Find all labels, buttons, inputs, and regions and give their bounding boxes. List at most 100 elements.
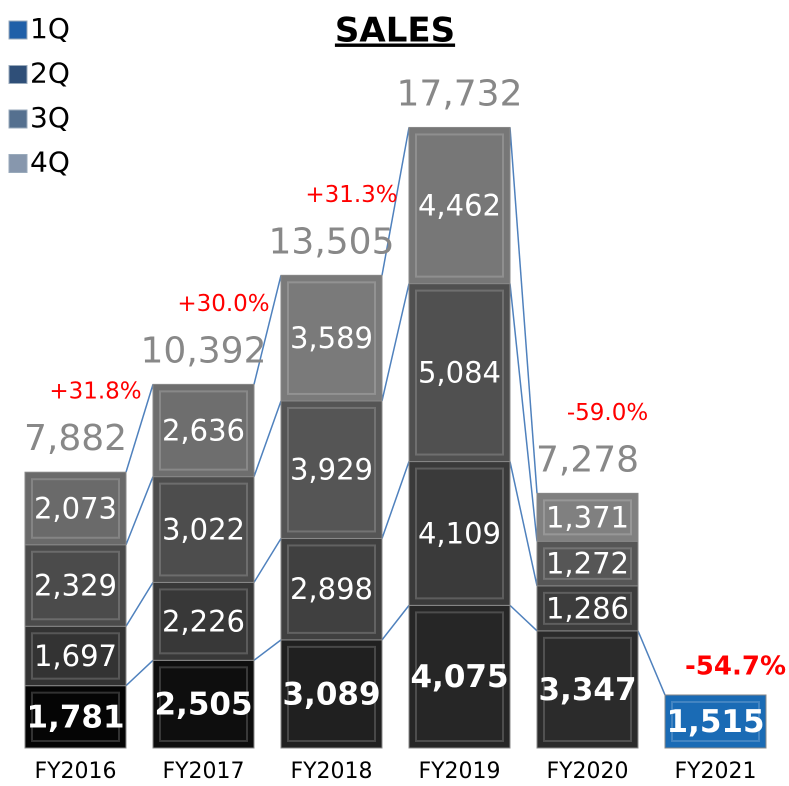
connector-line xyxy=(253,639,282,661)
segment-label: 3,089 xyxy=(282,676,380,712)
bar-bevel xyxy=(159,390,248,471)
legend-swatch xyxy=(8,20,28,40)
bar-segment xyxy=(408,126,511,285)
connector-line xyxy=(253,400,282,477)
total-label: 17,732 xyxy=(397,73,523,114)
segment-label: 3,929 xyxy=(290,453,373,487)
bar-segment xyxy=(280,639,383,749)
total-label: 10,392 xyxy=(141,330,267,371)
connector-line xyxy=(381,127,410,276)
bar-segment xyxy=(664,694,767,749)
bar-segment xyxy=(536,630,639,749)
segment-label: 2,226 xyxy=(162,604,245,638)
segment-label: 3,347 xyxy=(538,672,636,708)
growth-label: +31.3% xyxy=(305,182,397,208)
bar-bevel xyxy=(287,544,376,634)
bar-bevel xyxy=(543,547,632,580)
connector-line xyxy=(125,659,154,687)
connector-line xyxy=(509,461,538,587)
x-tick-label: FY2019 xyxy=(418,759,500,784)
connector-line xyxy=(381,283,410,402)
bar-bevel xyxy=(415,289,504,456)
connector-line xyxy=(381,461,410,539)
x-tick-label: FY2021 xyxy=(674,759,756,784)
connector-line xyxy=(125,582,154,627)
growth-label: -54.7% xyxy=(685,651,786,681)
bar-bevel xyxy=(287,281,376,395)
bar-segment xyxy=(280,537,383,641)
total-label: 7,278 xyxy=(536,439,639,480)
bar-bevel xyxy=(415,611,504,742)
bar-bevel xyxy=(543,499,632,536)
bar-bevel xyxy=(671,700,760,742)
segment-label: 2,329 xyxy=(34,569,117,603)
total-label: 13,505 xyxy=(269,221,395,262)
bar-segment xyxy=(24,544,127,627)
segment-label: 2,898 xyxy=(290,572,373,606)
bar-bevel xyxy=(31,691,120,742)
connector-line xyxy=(253,275,282,385)
bar-segment xyxy=(536,492,639,542)
total-label: 7,882 xyxy=(24,418,127,459)
legend-swatch xyxy=(8,65,28,84)
legend-label: 3Q xyxy=(30,101,70,134)
bar-segment xyxy=(152,659,255,749)
bar-segment xyxy=(24,685,127,749)
bar-bevel xyxy=(31,478,120,539)
segment-label: 2,636 xyxy=(162,414,245,448)
bar-bevel xyxy=(159,666,248,743)
segment-label: 2,073 xyxy=(34,491,117,525)
segment-label: 3,589 xyxy=(290,321,373,355)
connector-line xyxy=(637,630,666,696)
bar-bevel xyxy=(159,588,248,655)
x-tick-label: FY2020 xyxy=(546,759,628,784)
segment-label: 2,505 xyxy=(154,687,252,723)
bar-segment xyxy=(408,604,511,749)
segment-label: 1,697 xyxy=(34,639,117,673)
legend-swatch xyxy=(8,154,28,173)
x-tick-label: FY2018 xyxy=(290,759,372,784)
legend-label: 2Q xyxy=(30,57,70,90)
legend-label: 4Q xyxy=(30,146,70,179)
growth-label: +31.8% xyxy=(49,379,141,405)
bar-bevel xyxy=(415,133,504,278)
bar-segment xyxy=(280,274,383,402)
bar-segment xyxy=(152,581,255,661)
segment-label: 1,781 xyxy=(26,699,124,735)
bar-bevel xyxy=(31,632,120,680)
bar-bevel xyxy=(31,550,120,621)
connector-line xyxy=(125,384,154,473)
x-tick-label: FY2017 xyxy=(162,759,244,784)
segment-label: 4,462 xyxy=(418,189,501,223)
bar-segment xyxy=(24,471,127,546)
segment-label: 1,515 xyxy=(666,704,764,740)
x-tick-label: FY2016 xyxy=(34,759,116,784)
connector-line xyxy=(509,127,538,494)
bar-bevel xyxy=(543,636,632,742)
segment-label: 1,286 xyxy=(546,591,629,625)
legend-label: 1Q xyxy=(30,12,70,45)
connector-line xyxy=(253,538,282,583)
bar-bevel xyxy=(287,645,376,743)
bar-segment xyxy=(152,383,255,478)
bar-segment xyxy=(280,400,383,539)
segment-label: 4,075 xyxy=(410,659,508,695)
legend-swatch xyxy=(8,109,28,129)
chart-title: SALES xyxy=(335,11,455,51)
bar-segment xyxy=(408,461,511,606)
connector-line xyxy=(125,476,154,546)
segment-label: 5,084 xyxy=(418,356,501,390)
segment-label: 1,371 xyxy=(546,500,629,534)
bar-bevel xyxy=(415,467,504,600)
connector-line xyxy=(509,283,538,542)
growth-label: +30.0% xyxy=(177,291,269,317)
connector-line xyxy=(381,604,410,641)
segment-label: 4,109 xyxy=(418,516,501,550)
segment-label: 1,272 xyxy=(546,547,629,581)
bar-bevel xyxy=(159,482,248,577)
connector-line xyxy=(509,604,538,632)
bar-segment xyxy=(152,476,255,583)
bar-segment xyxy=(408,283,511,463)
segment-label: 3,022 xyxy=(162,513,245,547)
